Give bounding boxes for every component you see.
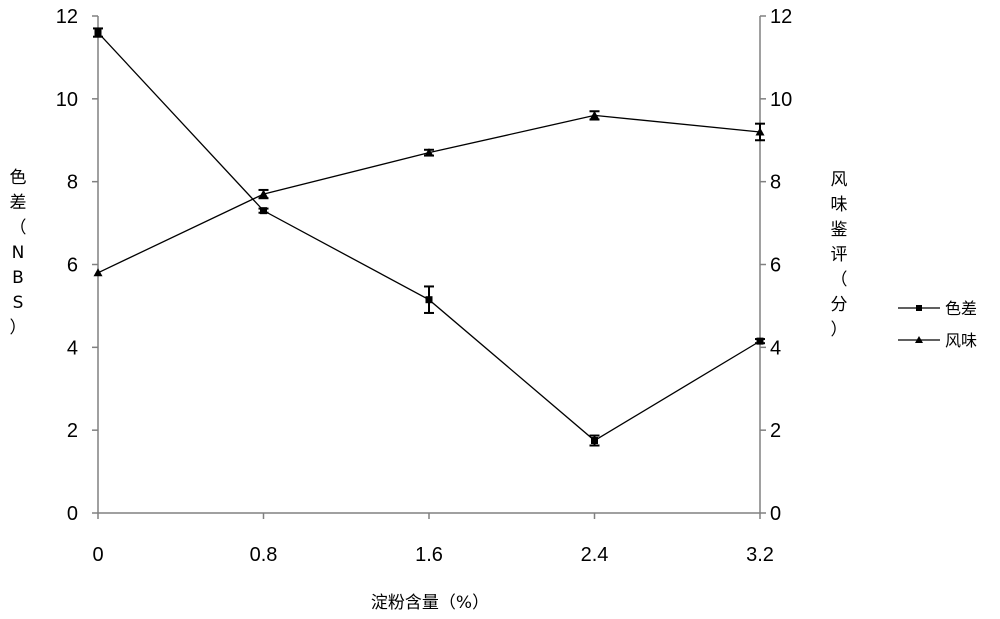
data-point [260,207,267,215]
left-y-tick-label: 6 [67,255,78,277]
left-y-ticks: 0 2 4 6 8 10 12 [56,6,98,525]
left-y-tick-label: 12 [56,6,78,28]
legend: 色差 风味 [898,299,977,350]
left-y-tick-label: 4 [67,337,78,359]
left-y-tick-label: 0 [67,503,78,525]
data-point [93,268,103,277]
legend-triangle-marker-icon [915,336,923,343]
x-tick-label: 3.2 [746,544,774,566]
x-axis-label: 淀粉含量（%） [371,593,489,613]
data-point [591,437,598,445]
right-y-tick-label: 8 [770,172,781,194]
data-point [756,337,764,345]
right-y-tick-label: 10 [770,89,792,111]
x-tick-label: 0 [92,544,103,566]
legend-label-color-diff: 色差 [945,299,977,318]
left-y-tick-label: 8 [67,172,78,194]
right-y-tick-label: 12 [770,6,792,28]
x-tick-label: 2.4 [581,544,609,566]
x-tick-label: 1.6 [415,544,443,566]
right-y-tick-label: 0 [770,503,781,525]
left-y-axis-label: 色差（ N B S） [10,168,27,338]
left-y-tick-label: 10 [56,89,78,111]
data-point [94,29,102,37]
series-line [97,32,761,442]
data-point [590,110,599,119]
series-color-diff [93,27,765,447]
data-point [425,296,433,304]
plot-area [93,27,765,447]
right-y-tick-label: 4 [770,337,781,359]
right-y-tick-label: 6 [770,255,781,277]
x-ticks: 0 0.8 1.6 2.4 3.2 [92,513,774,566]
series-flavor [93,110,765,277]
right-y-axis-label: 风味鉴评（分） [831,170,848,340]
x-tick-label: 0.8 [250,544,278,566]
right-y-ticks: 0 2 4 6 8 10 12 [760,6,792,525]
left-y-tick-label: 2 [67,420,78,442]
data-point [424,148,434,157]
legend-square-marker-icon [916,305,922,311]
data-point [755,127,765,136]
right-y-tick-label: 2 [770,420,781,442]
legend-label-flavor: 风味 [945,331,977,350]
data-point [259,189,268,198]
